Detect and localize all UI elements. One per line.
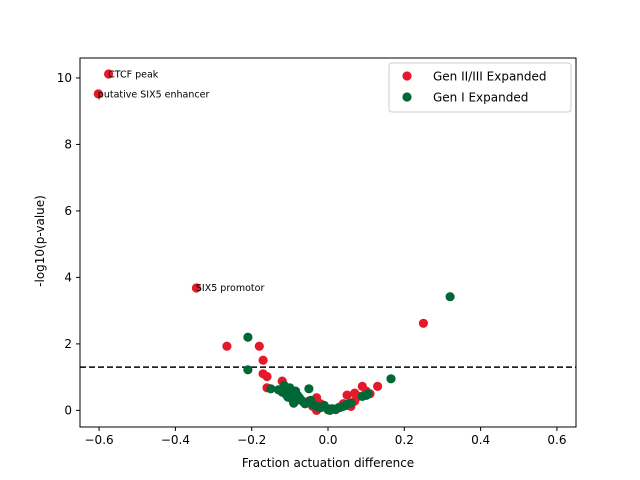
y-tick-label: 2 — [64, 337, 72, 351]
plot-frame — [79, 57, 577, 428]
data-point — [104, 69, 114, 79]
y-axis: 0 2 4 6 8 10 — [57, 71, 80, 417]
x-tick-label: −0.6 — [85, 433, 114, 447]
data-point — [386, 374, 396, 384]
x-tick-label: 0.4 — [471, 433, 490, 447]
legend-marker — [402, 92, 412, 102]
data-point — [373, 381, 383, 391]
y-axis-label: -log10(p-value) — [33, 195, 47, 287]
data-point — [289, 398, 299, 408]
x-tick-label: 0.0 — [318, 433, 337, 447]
data-point — [304, 384, 314, 394]
data-point — [254, 341, 264, 351]
y-tick-label: 10 — [57, 71, 72, 85]
y-tick-label: 0 — [64, 403, 72, 417]
legend-box — [388, 62, 572, 113]
data-point — [258, 355, 268, 365]
x-tick-label: 0.6 — [547, 433, 566, 447]
series-1 — [243, 292, 455, 415]
data-point — [222, 341, 232, 351]
data-point — [266, 384, 276, 394]
data-point — [445, 292, 455, 302]
data-point — [191, 283, 201, 293]
point-annotation: CTCF peak — [108, 70, 159, 81]
point-annotation: putative SIX5 enhancer — [98, 90, 210, 101]
data-point — [363, 389, 373, 399]
y-tick-label: 6 — [64, 204, 72, 218]
legend-marker — [402, 71, 412, 81]
data-point — [93, 89, 103, 99]
x-tick-label: −0.2 — [237, 433, 266, 447]
point-annotation: SIX5 promotor — [196, 283, 265, 294]
data-point — [346, 398, 356, 408]
legend-label: Gen I Expanded — [433, 91, 528, 105]
series-0 — [93, 69, 428, 415]
data-point — [342, 390, 352, 400]
data-point — [243, 365, 253, 375]
data-point — [243, 332, 253, 342]
legend: Gen II/III Expanded Gen I Expanded — [388, 62, 572, 113]
legend-label: Gen II/III Expanded — [433, 70, 547, 84]
data-point — [418, 318, 428, 328]
x-axis-label: Fraction actuation difference — [242, 456, 414, 470]
y-tick-label: 4 — [64, 270, 72, 284]
data-point — [262, 371, 272, 382]
x-axis: −0.6 −0.4 −0.2 0.0 0.2 0.4 0.6 — [85, 427, 566, 447]
x-tick-label: −0.4 — [161, 433, 190, 447]
y-tick-label: 8 — [64, 137, 72, 151]
plot-area: CTCF peak putative SIX5 enhancer SIX5 prom… — [79, 57, 577, 428]
x-tick-label: 0.2 — [395, 433, 414, 447]
